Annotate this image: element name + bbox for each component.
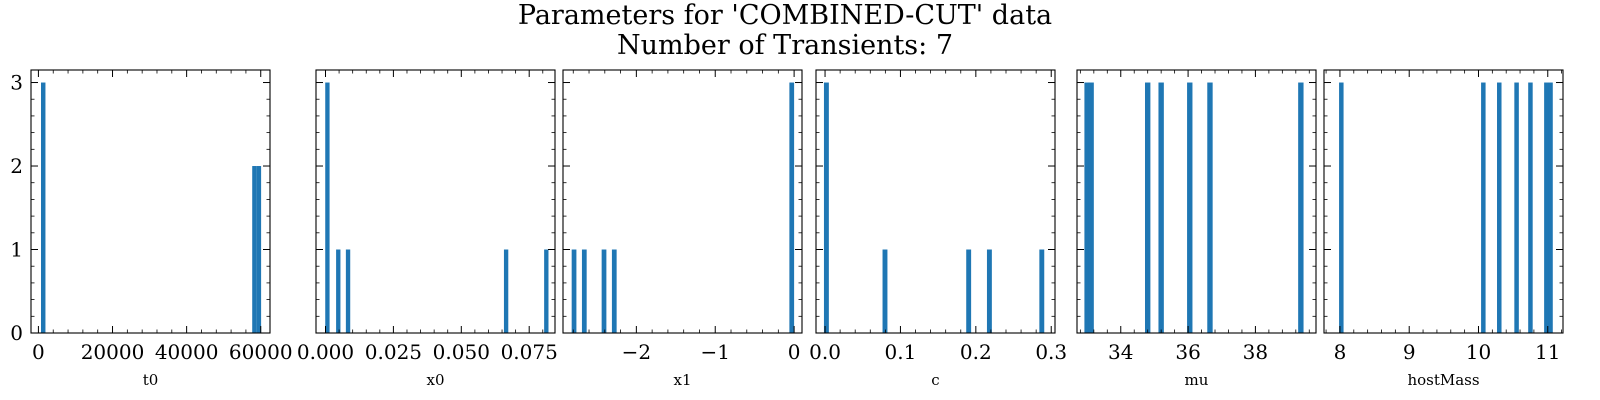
x-tick-label: −2: [622, 340, 651, 364]
x-tick-label: 9: [1403, 340, 1416, 364]
histogram-bar: [325, 82, 330, 334]
histogram-bar: [1144, 82, 1151, 334]
subplot-t0: 0 20000 40000 60000 0 1 2 3 t0: [10, 69, 293, 389]
x-tick-label: 0.0: [809, 340, 841, 364]
x-tick-label: 60000: [229, 340, 293, 364]
histogram-bar: [611, 249, 617, 333]
x-tick-label: 36: [1175, 340, 1200, 364]
histogram-bar: [1084, 82, 1090, 334]
x-axis-label: x0: [426, 371, 444, 389]
subplot-mu: 34 36 38 mu: [1076, 69, 1317, 389]
histogram-bar: [41, 82, 46, 334]
x-tick-label: 0.2: [960, 340, 992, 364]
histogram-bar: [1187, 82, 1193, 334]
y-tick-label: 3: [10, 71, 23, 95]
histogram-bar: [601, 249, 607, 333]
histogram-bar: [1158, 82, 1164, 334]
axes-frame: [1076, 69, 1317, 334]
x-tick-label: 8: [1334, 340, 1347, 364]
x-tick-label: 0.3: [1035, 340, 1067, 364]
histogram-bar: [581, 249, 587, 333]
histogram-bar: [1039, 249, 1045, 333]
subplot-x1: −2 −1 0 x1: [562, 69, 803, 389]
x-tick-label: 0.050: [433, 340, 490, 364]
x-axis-label: c: [931, 371, 939, 389]
x-tick-label: −1: [700, 340, 729, 364]
histogram-bar: [966, 249, 972, 333]
histogram-bar: [823, 82, 829, 334]
histogram-bar: [544, 249, 549, 333]
histogram-bar: [252, 166, 257, 333]
histogram-bar: [336, 249, 341, 333]
histogram-bar: [1207, 82, 1213, 334]
x-tick-label: 0.1: [885, 340, 917, 364]
x-tick-label: 38: [1243, 340, 1268, 364]
x-axis-label: mu: [1185, 371, 1209, 389]
x-axis-label: hostMass: [1407, 371, 1479, 389]
x-tick-label: 34: [1108, 340, 1133, 364]
x-tick-label: 11: [1535, 340, 1560, 364]
subplot-c: 0.0 0.1 0.2 0.3 c: [809, 69, 1067, 389]
axes-frame: [562, 69, 803, 334]
histogram-bar: [1544, 82, 1549, 334]
histogram-bar: [1497, 82, 1502, 334]
histogram-bar: [1548, 82, 1553, 334]
histogram-bar: [256, 166, 262, 333]
histogram-bar: [1088, 82, 1094, 334]
figure-title-line2: Number of Transients: 7: [617, 30, 953, 61]
x-tick-label: 10: [1466, 340, 1491, 364]
histogram-bar: [1514, 82, 1519, 334]
histogram-bar: [1481, 82, 1486, 334]
y-tick-label: 1: [10, 238, 23, 262]
histogram-bar: [345, 249, 351, 333]
histogram-bar: [1339, 82, 1344, 334]
histogram-bar: [1298, 82, 1304, 334]
axes-frame: [1323, 69, 1564, 334]
x-tick-label: 0.025: [365, 340, 422, 364]
axes-frame: [315, 69, 556, 334]
x-tick-label: 0.000: [297, 340, 354, 364]
axes-frame: [815, 69, 1056, 334]
histogram-bar: [571, 249, 577, 333]
histogram-bar: [882, 249, 888, 333]
axes-frame: [30, 69, 271, 334]
x-tick-label: 0: [32, 340, 45, 364]
histogram-bar: [789, 82, 795, 334]
subplot-x0: 0.000 0.025 0.050 0.075 x0: [297, 69, 558, 389]
histogram-bar: [503, 249, 509, 333]
x-axis-label: x1: [673, 371, 691, 389]
subplot-hostMass: 8 9 10 11 hostMass: [1323, 69, 1564, 389]
y-tick-label: 2: [10, 154, 23, 178]
x-tick-label: 0.075: [501, 340, 558, 364]
x-axis-label: t0: [143, 371, 159, 389]
y-tick-label: 0: [10, 321, 23, 345]
histogram-bar: [986, 249, 992, 333]
figure-title-line1: Parameters for 'COMBINED-CUT' data: [518, 0, 1052, 31]
histogram-bar: [1528, 82, 1533, 334]
x-tick-label: 40000: [155, 340, 219, 364]
x-tick-label: 0: [788, 340, 801, 364]
x-tick-label: 20000: [81, 340, 145, 364]
